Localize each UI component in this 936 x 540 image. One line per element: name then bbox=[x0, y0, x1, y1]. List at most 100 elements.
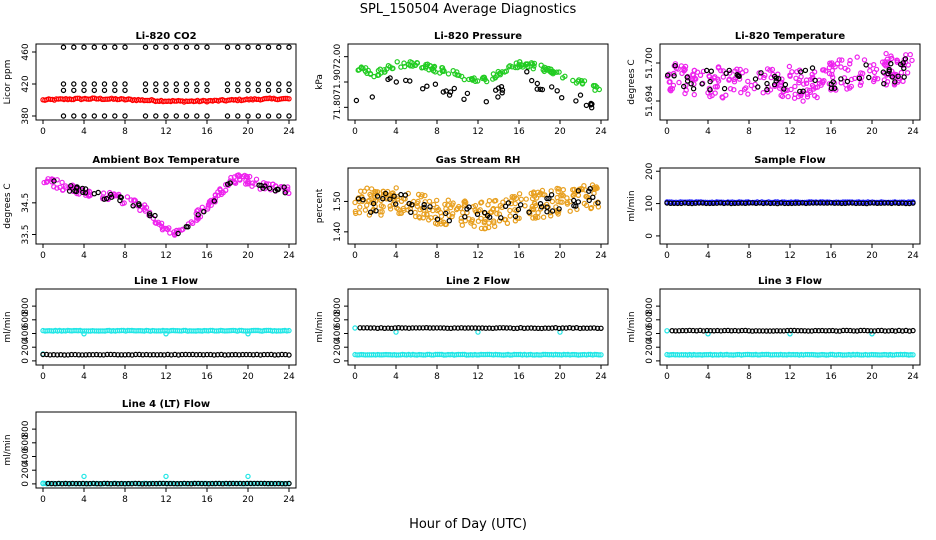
y-axis-label: ml/min bbox=[3, 311, 13, 342]
data-point bbox=[153, 220, 159, 226]
data-point bbox=[784, 327, 791, 334]
data-point bbox=[73, 480, 79, 487]
data-point bbox=[676, 79, 682, 86]
data-point bbox=[560, 75, 566, 81]
data-point bbox=[60, 87, 67, 94]
data-point bbox=[495, 94, 501, 100]
data-point bbox=[803, 77, 810, 83]
data-point bbox=[181, 480, 187, 487]
data-point bbox=[477, 207, 483, 213]
data-point bbox=[737, 66, 743, 73]
data-point bbox=[690, 85, 697, 92]
y-tick-label: 200 bbox=[21, 461, 31, 478]
data-point bbox=[888, 61, 894, 67]
data-point bbox=[247, 351, 253, 358]
x-tick-label: 16 bbox=[825, 372, 837, 382]
data-point bbox=[80, 480, 86, 487]
data-point bbox=[41, 179, 47, 186]
data-point bbox=[437, 325, 444, 331]
data-point bbox=[507, 207, 513, 214]
x-tick-label: 4 bbox=[81, 495, 87, 505]
data-point bbox=[237, 480, 243, 487]
data-point bbox=[353, 210, 359, 217]
data-point bbox=[555, 188, 561, 195]
data-point bbox=[497, 70, 503, 76]
data-point bbox=[697, 72, 704, 79]
data-point bbox=[700, 68, 707, 75]
data-point bbox=[380, 195, 386, 202]
data-point bbox=[357, 325, 363, 331]
panel-title: Sample Flow bbox=[754, 155, 826, 166]
data-point bbox=[570, 77, 576, 84]
data-point bbox=[809, 65, 816, 71]
data-point bbox=[240, 480, 247, 487]
data-point bbox=[212, 480, 219, 487]
data-point bbox=[469, 325, 475, 331]
data-point bbox=[902, 59, 909, 66]
y-tick-label: 800 bbox=[21, 297, 31, 314]
x-tick-label: 24 bbox=[283, 495, 295, 505]
y-tick-label: 460 bbox=[21, 43, 31, 60]
data-point bbox=[478, 200, 484, 206]
data-point bbox=[731, 86, 737, 93]
data-point bbox=[883, 50, 889, 57]
data-point bbox=[158, 220, 165, 226]
data-point bbox=[866, 74, 872, 81]
x-tick-label: 20 bbox=[866, 127, 878, 137]
series-points bbox=[664, 327, 916, 358]
data-point bbox=[512, 64, 519, 71]
data-point bbox=[445, 197, 451, 203]
x-tick-label: 16 bbox=[825, 251, 837, 261]
data-point bbox=[894, 57, 900, 63]
data-point bbox=[118, 480, 125, 487]
data-point bbox=[461, 76, 467, 83]
data-point bbox=[868, 328, 874, 334]
data-point bbox=[434, 221, 441, 227]
data-point bbox=[426, 206, 432, 213]
data-point bbox=[787, 73, 793, 79]
data-point bbox=[100, 190, 107, 196]
data-point bbox=[65, 352, 71, 358]
x-tick-label: 12 bbox=[472, 372, 483, 382]
data-point bbox=[910, 352, 916, 358]
data-point bbox=[412, 213, 419, 220]
data-point bbox=[807, 89, 814, 96]
y-tick-label: 400 bbox=[21, 325, 31, 342]
data-point bbox=[492, 223, 498, 230]
data-point bbox=[546, 195, 552, 202]
data-point bbox=[743, 68, 749, 74]
data-point bbox=[450, 200, 456, 206]
x-tick-label: 12 bbox=[160, 127, 171, 137]
data-point bbox=[258, 480, 264, 487]
data-point bbox=[101, 87, 108, 94]
data-point bbox=[475, 78, 481, 84]
data-point bbox=[550, 69, 556, 75]
data-point bbox=[464, 90, 471, 97]
data-point bbox=[796, 79, 802, 86]
y-axis-label: kPa bbox=[315, 74, 325, 90]
data-point bbox=[257, 352, 264, 358]
data-point bbox=[770, 328, 777, 334]
data-point bbox=[571, 197, 577, 204]
data-point bbox=[460, 209, 466, 216]
data-point bbox=[254, 480, 261, 487]
data-point bbox=[245, 331, 251, 337]
data-point bbox=[286, 87, 292, 94]
data-point bbox=[272, 480, 278, 487]
data-point bbox=[399, 325, 405, 331]
y-tick-label: 0 bbox=[21, 481, 31, 487]
data-point bbox=[204, 87, 210, 94]
y-tick-label: 0 bbox=[333, 358, 343, 364]
data-point bbox=[101, 81, 108, 87]
data-point bbox=[665, 72, 671, 78]
data-point bbox=[136, 480, 142, 487]
data-point bbox=[364, 202, 370, 208]
data-point bbox=[803, 80, 810, 87]
y-axis-label: percent bbox=[315, 188, 325, 223]
data-point bbox=[857, 327, 864, 334]
x-tick-label: 4 bbox=[81, 251, 87, 261]
data-point bbox=[560, 192, 567, 199]
data-point bbox=[443, 88, 449, 94]
x-tick-label: 0 bbox=[664, 251, 670, 261]
